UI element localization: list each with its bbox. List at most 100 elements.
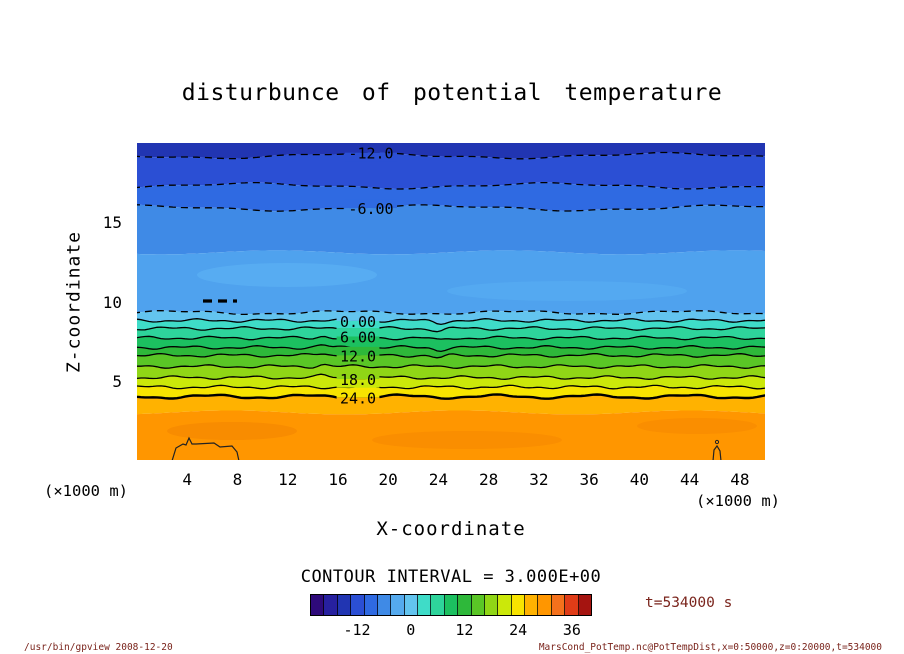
colorbar-cell — [498, 595, 512, 615]
contour-label-bg — [336, 312, 380, 321]
colorbar-cell — [418, 595, 432, 615]
terrain-contour — [714, 439, 720, 445]
contour-line--3 — [137, 310, 765, 316]
colorbar-cell — [404, 595, 418, 615]
x-tick-label: 8 — [232, 470, 243, 489]
y-tick-label: 5 — [112, 371, 122, 391]
contour-label-bg — [336, 355, 380, 364]
contour-label-bg — [336, 379, 380, 388]
contour-label-bg — [336, 397, 380, 407]
y-tick-label: 15 — [102, 213, 122, 233]
colorbar-cell — [551, 595, 566, 615]
contour-label-bg — [336, 389, 380, 398]
contour-label-bg — [336, 336, 380, 345]
fill-band — [137, 143, 765, 159]
colorbar-cell — [431, 595, 445, 615]
contour-label: -6.00 — [348, 200, 393, 218]
colorbar-cell — [337, 595, 352, 615]
contour-label: 24.0 — [340, 390, 376, 408]
colorbar-tick-label: 0 — [406, 621, 416, 639]
contour-line-21 — [137, 384, 765, 390]
contour-label-bg — [336, 370, 380, 380]
shade-blob — [447, 281, 687, 301]
x-tick-label: 4 — [182, 470, 193, 489]
contour-plot: -12.0 -6.00 0.00 6.00 12.0 18.0 24.0 — [137, 143, 765, 460]
contour-line-0 — [137, 318, 765, 326]
contour-line-15 — [137, 363, 765, 369]
colorbar-cell — [364, 595, 378, 615]
x-tick-label: 24 — [428, 470, 449, 489]
x-tick-label: 40 — [629, 470, 650, 489]
contour-line-3 — [137, 326, 765, 333]
x-axis-unit: (×1000 m) — [696, 492, 780, 510]
colorbar-cell — [511, 595, 525, 615]
x-tick-label: 32 — [529, 470, 549, 489]
time-label: t=534000 s — [645, 595, 733, 611]
colorbar-cell — [324, 595, 338, 615]
contour-line-6 — [137, 335, 765, 341]
contour-label-bg — [336, 327, 380, 337]
contour-line-9 — [137, 344, 765, 353]
x-tick-label: 16 — [328, 470, 348, 489]
terrain-contour — [171, 436, 240, 460]
contour-line-12 — [137, 352, 765, 359]
fill-band — [137, 353, 765, 369]
colorbar-cell — [525, 595, 539, 615]
contour-label-bg — [336, 320, 380, 330]
contour-line--9 — [137, 181, 765, 190]
colorbar-cell — [391, 595, 405, 615]
contour-label: 0.00 — [340, 313, 376, 331]
x-tick-label: 36 — [579, 470, 599, 489]
colorbar-cells — [311, 595, 591, 615]
colorbar-cell — [484, 595, 499, 615]
colorbar-tick-label: 24 — [509, 621, 528, 639]
fill-band — [137, 152, 765, 189]
colorbar-cell — [538, 595, 552, 615]
colorbar-cell — [565, 595, 579, 615]
contour-line-18 — [137, 373, 765, 380]
shade-blob — [372, 431, 562, 449]
x-tick-label: 20 — [378, 470, 398, 489]
x-tick-label: 12 — [278, 470, 298, 489]
x-axis-label: X-coordinate — [376, 518, 526, 540]
x-tick-label: 44 — [679, 470, 700, 489]
contour-label-bg — [345, 144, 397, 153]
contour-line--12 — [137, 151, 765, 160]
colorbar-cell — [578, 595, 591, 615]
colorbar — [310, 594, 592, 616]
x-tick-label: 48 — [730, 470, 750, 489]
shade-blob — [167, 422, 297, 440]
contour-label-bg — [345, 199, 397, 209]
colorbar-cell — [351, 595, 365, 615]
colorbar-cell — [311, 595, 325, 615]
x-tick-label: 28 — [479, 470, 499, 489]
colorbar-tick-label: 36 — [562, 621, 581, 639]
fill-band — [137, 374, 765, 389]
colorbar-cell — [471, 595, 485, 615]
fill-band — [137, 344, 765, 358]
contour-label-bg — [345, 208, 397, 217]
fill-band — [137, 182, 765, 212]
contour-label-bg — [345, 152, 397, 162]
fill-band — [137, 394, 765, 415]
y-axis-unit: (×1000 m) — [44, 482, 128, 500]
terrain-contour — [712, 444, 722, 460]
fill-band — [137, 204, 765, 255]
colorbar-tick-label: -12 — [343, 621, 371, 639]
contour-label: 12.0 — [340, 347, 376, 365]
contour-label: -12.0 — [348, 145, 393, 163]
colorbar-tick-label: 12 — [455, 621, 474, 639]
footer-command: /usr/bin/gpview 2008-12-20 — [24, 642, 173, 653]
y-axis-label: Z-coordinate — [63, 230, 85, 374]
colorbar-cell — [458, 595, 472, 615]
y-tick-label: 10 — [102, 292, 122, 312]
fill-band — [137, 336, 765, 352]
colorbar-cell — [377, 595, 392, 615]
colorbar-cell — [444, 595, 459, 615]
contour-line-24 — [137, 393, 765, 400]
fill-band — [137, 410, 765, 460]
footer-dataset: MarsCond_PotTemp.nc@PotTempDist,x=0:5000… — [538, 642, 882, 653]
contour-label: 18.0 — [340, 371, 376, 389]
contour-label-bg — [336, 346, 380, 356]
